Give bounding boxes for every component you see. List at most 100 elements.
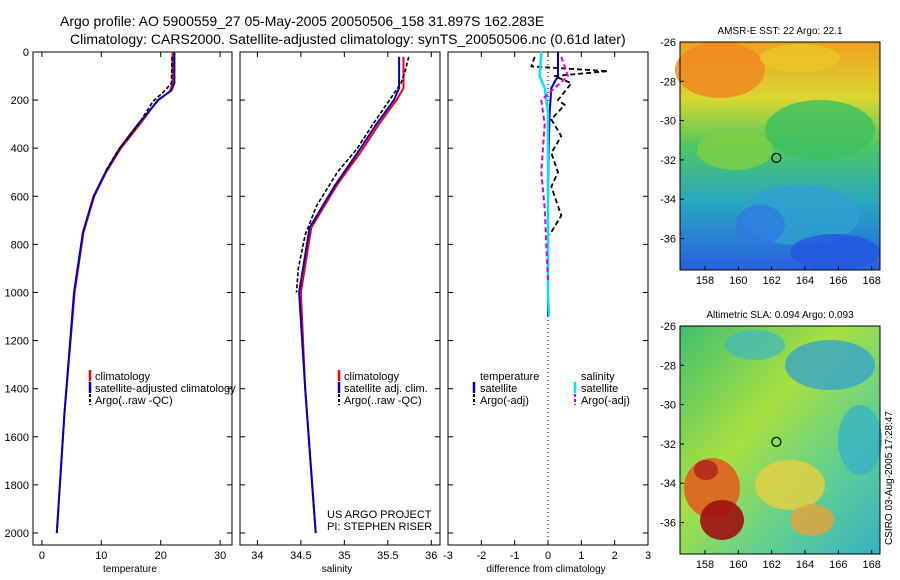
- sla-high-core: [700, 500, 744, 540]
- sst-cool-patch: [790, 234, 880, 270]
- series-line: [104, 56, 173, 173]
- x-tick-label: 30: [214, 550, 226, 562]
- map-y-tick-label: -30: [660, 400, 676, 412]
- sst-map-title: AMSR-E SST: 22 Argo: 22.1: [717, 26, 842, 37]
- x-tick-label: 34: [251, 550, 263, 562]
- map-x-tick-label: 166: [829, 275, 847, 287]
- sst-green-patch: [765, 100, 875, 160]
- project-annotation: US ARGO PROJECT: [327, 509, 432, 521]
- series-line: [540, 56, 569, 281]
- map-x-tick-label: 158: [696, 559, 714, 571]
- sst-warm-blob: [675, 42, 765, 98]
- y-tick-label: 1000: [5, 287, 29, 299]
- map-y-tick-label: -32: [660, 439, 676, 451]
- x-tick-label: 1: [578, 550, 584, 562]
- map-y-tick-label: -34: [660, 194, 676, 206]
- x-tick-label: 2: [612, 550, 618, 562]
- salinity-axes: [239, 51, 441, 546]
- series-line: [295, 56, 410, 293]
- y-tick-label: 0: [23, 47, 29, 59]
- x-tick-label: 0: [545, 550, 551, 562]
- y-tick-label: 600: [11, 191, 29, 203]
- legend-argo-label: Argo(..raw -QC): [95, 395, 173, 407]
- legend-salinity-heading: salinity: [581, 371, 615, 383]
- series-line: [298, 56, 401, 534]
- difference-legend: temperature satellite Argo(-adj) salinit…: [472, 371, 630, 407]
- map-x-tick-label: 162: [762, 559, 780, 571]
- map-y-tick-label: -28: [660, 76, 676, 88]
- x-tick-label: -1: [510, 550, 520, 562]
- legend-clim-label: climatology: [95, 371, 151, 383]
- sla-low-patch: [725, 330, 785, 360]
- title-line-2: Climatology: CARS2000. Satellite-adjuste…: [70, 31, 626, 47]
- salinity-xlabel: salinity: [322, 564, 353, 575]
- difference-panel: -3 -2 -1 0 1 2 3: [443, 51, 651, 562]
- sla-yellow-patch: [755, 460, 825, 510]
- sst-map-frame: [679, 41, 881, 271]
- map-x-tick-label: 168: [862, 559, 880, 571]
- x-tick-label: 0: [39, 550, 45, 562]
- x-tick-label: 20: [155, 550, 167, 562]
- sla-map-axes: 158 160 162 164 166 168 -26 -28 -30 -32 -34 -36: [660, 321, 881, 571]
- sla-map-frame: [679, 325, 881, 555]
- map-y-tick-label: -26: [660, 37, 676, 49]
- map-y-tick-label: -32: [660, 155, 676, 167]
- y-tick-label: 1200: [5, 336, 29, 348]
- map-x-tick-label: 162: [762, 275, 780, 287]
- y-tick-label: 200: [11, 95, 29, 107]
- legend-sat-label: satellite adj. clim.: [344, 383, 428, 395]
- sla-low-patch: [838, 405, 882, 475]
- temperature-xlabel: temperature: [103, 564, 157, 575]
- legend-sat-label: satellite-adjusted climatology: [95, 383, 236, 395]
- x-tick-label: 36: [425, 550, 437, 562]
- series-line: [55, 52, 176, 534]
- sst-cool-patch: [735, 205, 785, 245]
- legend-temp-argo-label: Argo(-adj): [480, 395, 529, 407]
- x-tick-label: 10: [95, 550, 107, 562]
- y-tick-label: 400: [11, 143, 29, 155]
- map-y-tick-label: -28: [660, 360, 676, 372]
- temperature-axes: [32, 51, 233, 546]
- map-x-tick-label: 166: [829, 559, 847, 571]
- legend-clim-label: climatology: [344, 371, 400, 383]
- x-tick-label: 34.5: [290, 550, 311, 562]
- map-x-tick-label: 164: [796, 559, 814, 571]
- credit-footer: CSIRO 03-Aug-2005 17:28:47: [884, 411, 895, 545]
- temperature-panel: 0 10 20 30 0 200 400 600 800 1000 1200 1400 1600 1800…: [5, 47, 232, 562]
- map-y-tick-label: -30: [660, 116, 676, 128]
- x-tick-label: 35.5: [377, 550, 398, 562]
- map-y-tick-label: -26: [660, 321, 676, 333]
- y-tick-label: 1800: [5, 480, 29, 492]
- sst-green-patch: [697, 130, 773, 170]
- x-tick-label: 3: [645, 550, 651, 562]
- map-y-tick-label: -36: [660, 234, 676, 246]
- sla-map-image: [680, 326, 882, 554]
- map-x-tick-label: 160: [729, 275, 747, 287]
- y-tick-label: 2000: [5, 528, 29, 540]
- legend-sal-argo-label: Argo(-adj): [581, 395, 630, 407]
- legend-sal-sat-label: satellite: [581, 383, 618, 395]
- sla-high-core: [694, 460, 718, 480]
- x-tick-label: -2: [476, 550, 486, 562]
- x-tick-label: 35: [338, 550, 350, 562]
- map-y-tick-label: -36: [660, 518, 676, 530]
- sst-map-axes: 158 160 162 164 166 168 -26 -28 -30 -32 -34 -36: [660, 37, 881, 287]
- y-tick-label: 800: [11, 239, 29, 251]
- sst-map-image: [675, 42, 880, 270]
- legend-temperature-heading: temperature: [480, 371, 539, 383]
- map-x-tick-label: 158: [696, 275, 714, 287]
- x-tick-label: -3: [443, 550, 453, 562]
- pi-annotation: PI: STEPHEN RISER: [327, 521, 432, 533]
- salinity-panel: 34 34.5 35 35.5 36: [240, 51, 440, 562]
- legend-temp-sat-label: satellite: [480, 383, 517, 395]
- argo-position-marker: [771, 152, 782, 164]
- map-x-tick-label: 160: [729, 559, 747, 571]
- temperature-legend: climatology satellite-adjusted climatolo…: [88, 370, 236, 407]
- y-tick-label: 1400: [5, 384, 29, 396]
- map-y-tick-label: -34: [660, 478, 676, 490]
- legend-argo-label: Argo(..raw -QC): [344, 395, 422, 407]
- map-x-tick-label: 164: [796, 275, 814, 287]
- sla-low-patch: [785, 340, 875, 390]
- difference-xlabel: difference from climatology: [486, 564, 605, 575]
